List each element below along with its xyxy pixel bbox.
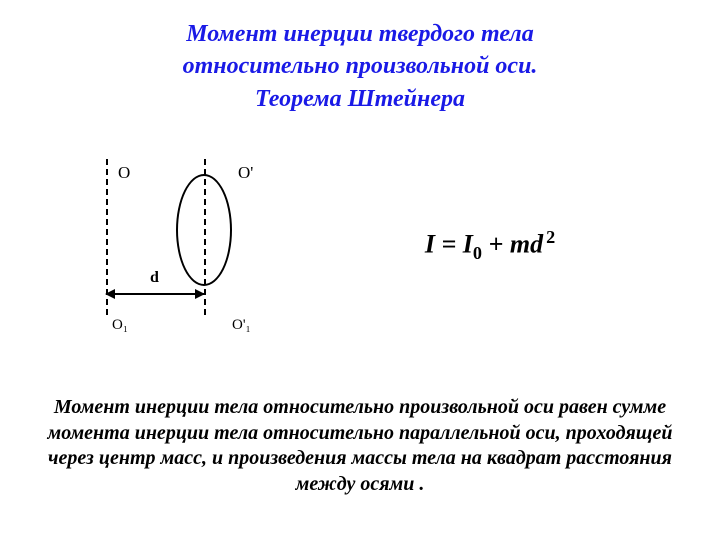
distance-arrow — [106, 293, 204, 295]
formula-sub0: 0 — [473, 243, 482, 263]
title-line-3: Теорема Штейнера — [0, 83, 720, 115]
formula-eq: = — [435, 229, 463, 258]
diagram-label-O: O — [118, 163, 130, 183]
diagram-label-O1p: O'₁ — [232, 317, 251, 334]
steiner-diagram: O O' O₁ O'₁ d — [40, 145, 300, 345]
body-ellipse — [176, 174, 232, 286]
formula-I0: I — [463, 229, 473, 258]
title-line-2: относительно произвольной оси. — [0, 50, 720, 82]
formula-m: m — [510, 229, 530, 258]
steiner-formula: I = I0 + md2 — [300, 227, 680, 264]
theorem-statement: Момент инерции тела относительно произво… — [0, 395, 720, 497]
formula-I: I — [425, 229, 435, 258]
diagram-label-O1: O₁ — [112, 317, 128, 334]
diagram-label-Op: O' — [238, 163, 253, 183]
formula-d: d — [530, 229, 543, 258]
formula-plus: + — [482, 229, 510, 258]
diagram-label-d: d — [150, 269, 159, 287]
slide-title: Момент инерции твердого тела относительн… — [0, 0, 720, 115]
title-line-1: Момент инерции твердого тела — [0, 18, 720, 50]
content-row: OO'O₁O'₁d I = I0 + md2 — [0, 145, 720, 345]
formula-sup2: 2 — [546, 227, 555, 247]
